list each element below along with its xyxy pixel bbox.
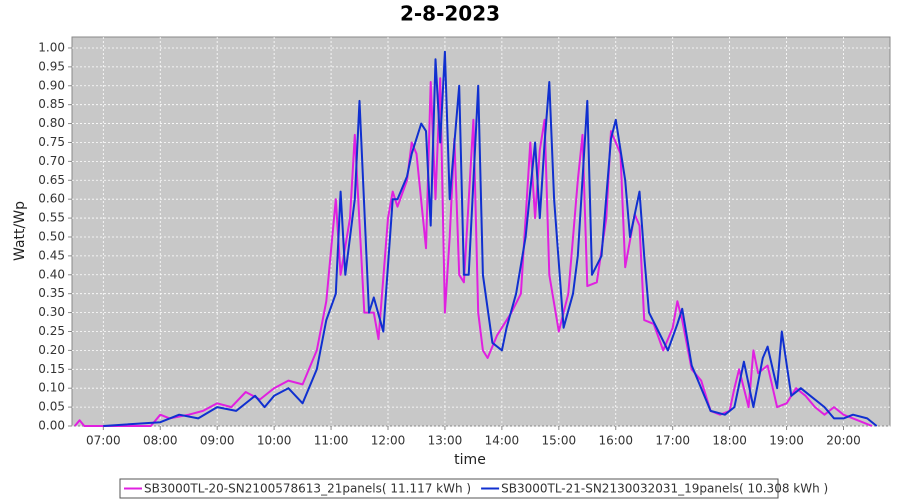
y-tick-label: 0.95 (38, 59, 65, 73)
x-tick-label: 09:00 (200, 434, 235, 448)
y-tick-label: 0.45 (38, 248, 65, 262)
x-tick-label: 14:00 (485, 434, 520, 448)
legend-label: SB3000TL-21-SN2130032031_19panels( 10.30… (501, 482, 828, 496)
y-tick-label: 0.85 (38, 97, 65, 111)
x-tick-label: 12:00 (371, 434, 406, 448)
y-axis-label: Watt/Wp (12, 201, 28, 261)
y-tick-label: 0.80 (38, 116, 65, 130)
y-tick-label: 0.20 (38, 343, 65, 357)
x-axis-label: time (454, 452, 486, 468)
y-tick-label: 0.60 (38, 192, 65, 206)
y-tick-label: 0.30 (38, 305, 65, 319)
x-tick-label: 07:00 (86, 434, 121, 448)
x-tick-label: 10:00 (257, 434, 292, 448)
y-tick-label: 0.35 (38, 286, 65, 300)
y-tick-label: 0.00 (38, 419, 65, 433)
y-tick-label: 0.65 (38, 173, 65, 187)
chart-title: 2-8-2023 (400, 2, 500, 26)
legend-label: SB3000TL-20-SN2100578613_21panels( 11.11… (144, 482, 471, 496)
y-tick-label: 1.00 (38, 40, 65, 54)
y-tick-label: 0.90 (38, 78, 65, 92)
y-tick-label: 0.25 (38, 324, 65, 338)
series-line (103, 50, 878, 427)
x-tick-label: 08:00 (143, 434, 178, 448)
y-tick-label: 0.40 (38, 267, 65, 281)
y-tick-label: 0.75 (38, 135, 65, 149)
series-line (74, 77, 873, 427)
x-tick-label: 19:00 (769, 434, 804, 448)
x-tick-label: 18:00 (712, 434, 747, 448)
y-tick-label: 0.10 (38, 381, 65, 395)
x-tick-label: 15:00 (542, 434, 577, 448)
y-tick-label: 0.15 (38, 362, 65, 376)
x-tick-label: 11:00 (314, 434, 349, 448)
y-tick-label: 0.70 (38, 154, 65, 168)
x-tick-label: 13:00 (428, 434, 463, 448)
x-tick-label: 17:00 (655, 434, 690, 448)
y-tick-label: 0.50 (38, 229, 65, 243)
y-tick-label: 0.55 (38, 211, 65, 225)
y-tick-label: 0.05 (38, 400, 65, 414)
x-tick-label: 16:00 (598, 434, 633, 448)
legend (119, 478, 779, 499)
x-tick-label: 20:00 (826, 434, 861, 448)
